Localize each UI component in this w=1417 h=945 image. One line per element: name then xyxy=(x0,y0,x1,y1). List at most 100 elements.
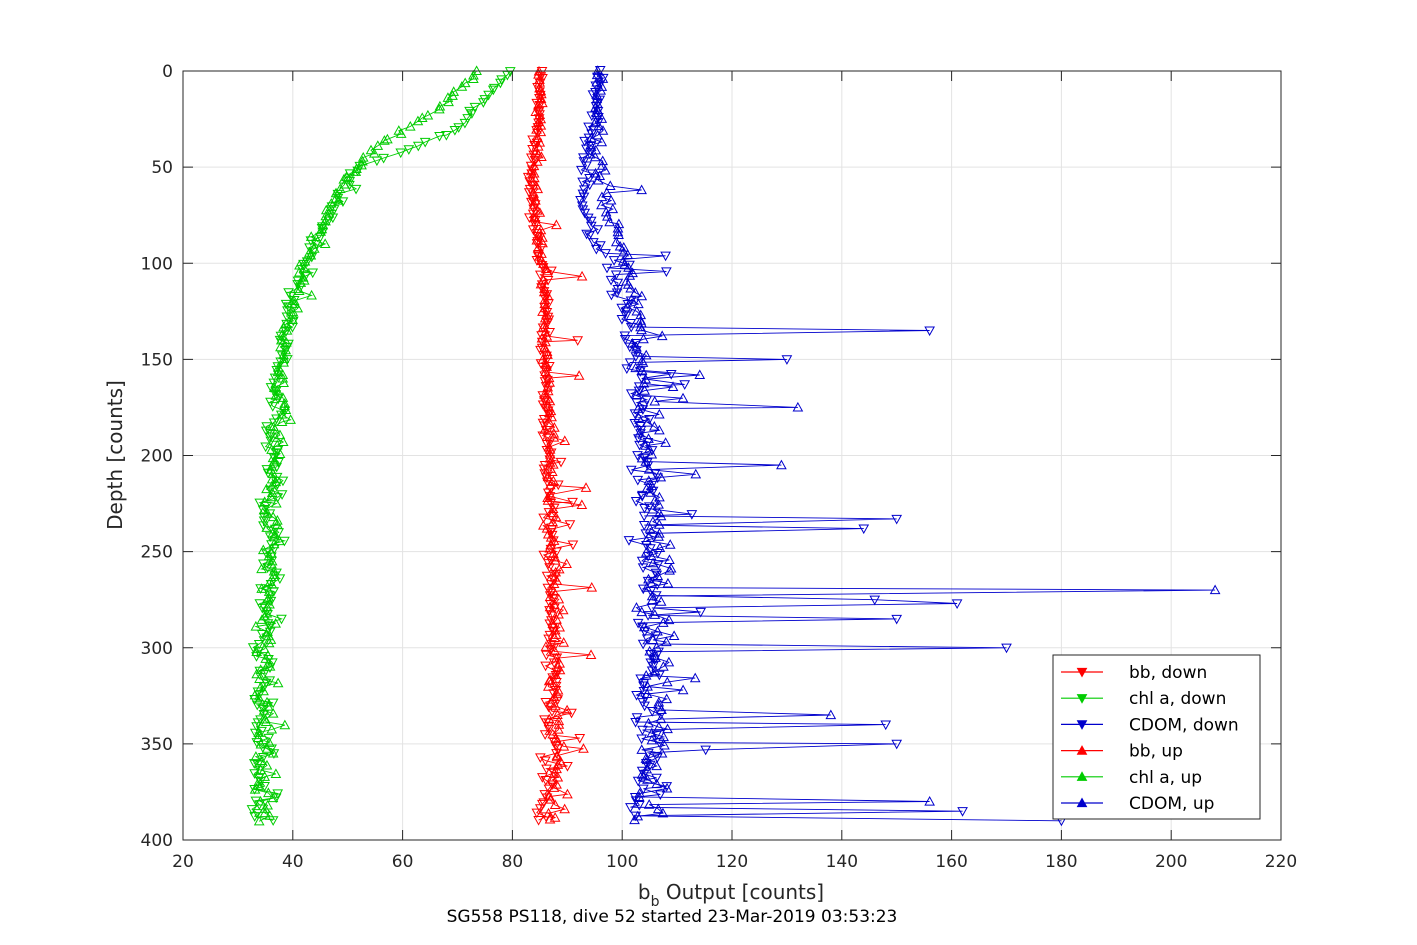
data-point xyxy=(662,723,673,734)
data-point xyxy=(621,275,632,286)
data-point xyxy=(539,424,551,434)
data-point xyxy=(534,74,545,84)
data-point xyxy=(612,278,624,289)
data-point xyxy=(592,98,603,108)
data-point xyxy=(548,578,560,589)
data-point xyxy=(263,733,275,744)
data-point xyxy=(538,550,550,561)
data-point xyxy=(330,193,342,203)
y-tick-label: 350 xyxy=(141,735,173,755)
data-point xyxy=(649,650,660,661)
data-point xyxy=(608,256,620,266)
data-point xyxy=(592,225,604,235)
data-point xyxy=(631,398,643,409)
data-point xyxy=(539,319,550,329)
data-point xyxy=(267,528,278,538)
data-point xyxy=(596,136,608,147)
data-point xyxy=(255,664,266,674)
x-tick-label: 60 xyxy=(392,852,414,872)
data-point xyxy=(665,369,677,380)
data-point xyxy=(633,412,644,422)
data-point xyxy=(548,548,559,558)
data-point xyxy=(272,514,283,525)
data-point xyxy=(588,238,599,248)
data-point xyxy=(651,753,663,764)
data-point xyxy=(640,440,651,450)
data-point xyxy=(640,456,652,466)
data-point xyxy=(372,140,384,150)
data-point xyxy=(645,544,656,554)
data-point xyxy=(535,753,546,763)
data-point xyxy=(542,583,554,594)
data-point xyxy=(891,739,903,750)
data-point xyxy=(536,88,547,99)
data-point xyxy=(547,459,559,469)
data-point xyxy=(264,663,276,673)
x-tick-label: 160 xyxy=(935,852,967,872)
data-point xyxy=(580,482,592,492)
data-point xyxy=(592,104,603,114)
data-point xyxy=(550,566,562,577)
data-point xyxy=(350,166,362,176)
data-point xyxy=(651,773,662,784)
data-point xyxy=(640,546,652,557)
data-point xyxy=(552,759,564,769)
data-point xyxy=(566,708,577,719)
x-tick-label: 220 xyxy=(1265,852,1297,872)
data-point xyxy=(658,731,669,742)
data-point xyxy=(532,132,544,143)
data-point xyxy=(781,355,793,365)
data-point xyxy=(601,187,613,198)
data-point xyxy=(587,90,599,100)
data-point xyxy=(265,429,276,439)
data-point xyxy=(260,442,271,453)
data-point xyxy=(544,794,556,804)
data-point xyxy=(624,358,636,368)
legend-label: bb, up xyxy=(1129,742,1183,762)
data-point xyxy=(271,384,283,395)
data-point xyxy=(549,554,561,565)
figure-caption: SG558 PS118, dive 52 started 23-Mar-2019… xyxy=(447,907,898,927)
data-point xyxy=(596,199,607,210)
data-point xyxy=(466,109,478,119)
legend-marker xyxy=(1076,797,1088,808)
data-point xyxy=(279,719,291,730)
data-point xyxy=(616,315,628,325)
data-point xyxy=(542,318,553,329)
data-point xyxy=(562,762,573,772)
y-tick-label: 100 xyxy=(141,254,173,274)
data-point xyxy=(642,576,654,587)
data-point xyxy=(538,513,549,524)
data-point xyxy=(328,205,340,215)
data-point xyxy=(412,141,424,152)
data-point xyxy=(534,207,546,217)
data-point xyxy=(540,359,552,369)
data-point xyxy=(552,684,564,695)
data-point xyxy=(578,192,590,203)
data-point xyxy=(640,529,652,540)
data-point xyxy=(277,392,289,402)
data-point xyxy=(585,139,597,150)
data-point xyxy=(262,508,273,518)
data-point xyxy=(529,220,541,230)
data-point xyxy=(292,283,304,294)
data-point xyxy=(551,219,562,230)
data-point xyxy=(640,753,652,763)
data-point xyxy=(549,624,561,635)
data-point xyxy=(496,75,507,86)
data-point xyxy=(276,416,288,426)
data-point xyxy=(606,290,617,301)
data-point xyxy=(543,713,555,724)
data-point xyxy=(249,689,261,700)
data-point xyxy=(548,427,560,438)
data-point xyxy=(891,614,903,625)
data-point xyxy=(536,773,548,783)
data-point xyxy=(660,437,671,447)
legend-marker xyxy=(1076,667,1088,678)
data-point xyxy=(651,778,663,789)
data-point xyxy=(627,267,638,278)
data-point xyxy=(487,85,499,96)
data-point xyxy=(951,599,963,610)
data-point xyxy=(677,684,689,695)
legend-marker xyxy=(1076,694,1088,704)
